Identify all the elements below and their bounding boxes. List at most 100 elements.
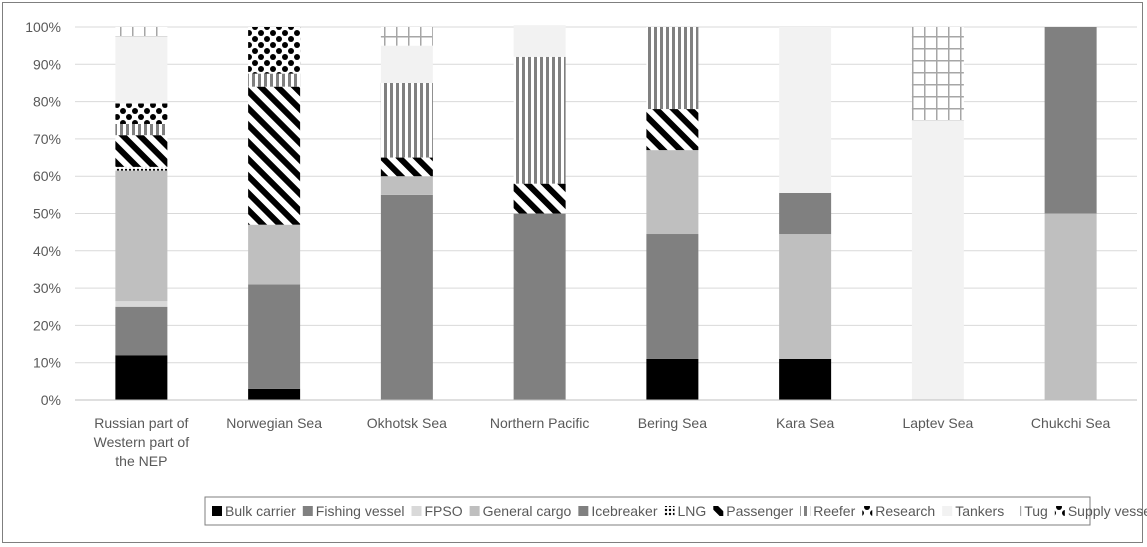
legend-label: LNG <box>678 503 707 519</box>
legend-item-tankers: Tankers <box>942 503 1004 519</box>
bar-segment-icebreaker <box>779 192 832 235</box>
bar-segment-fishing-vessel <box>646 234 699 359</box>
y-tick-label: 10% <box>33 355 61 371</box>
legend-swatch <box>800 506 811 516</box>
legend-swatch <box>713 506 724 516</box>
y-tick-label: 0% <box>41 392 61 408</box>
legend-item-research: Research <box>862 503 935 519</box>
legend-label: Icebreaker <box>591 503 657 519</box>
y-tick-label: 60% <box>33 168 61 184</box>
bar-segment-general-cargo <box>779 234 832 359</box>
bar-segment-passenger <box>380 157 433 177</box>
legend-label: Tankers <box>955 503 1004 519</box>
bar-segment-tug <box>380 27 433 46</box>
bar-segment-bulk-carrier <box>115 355 168 400</box>
y-tick-label: 50% <box>33 206 61 222</box>
y-tick-label: 20% <box>33 317 61 333</box>
bar-segment-tug <box>911 27 964 121</box>
y-tick-label: 80% <box>33 94 61 110</box>
bar-segment-icebreaker <box>1044 27 1097 214</box>
legend-item-tug: Tug <box>1011 503 1048 519</box>
bar-segment-passenger <box>115 135 168 167</box>
bar-segment-general-cargo <box>248 224 301 285</box>
x-tick-label: Laptev Sea <box>902 415 973 431</box>
x-tick-label: Russian part of Western part of the NEP <box>94 415 190 469</box>
legend-item-fpso: FPSO <box>411 503 463 519</box>
bar-segment-passenger <box>646 109 699 151</box>
y-tick-label: 40% <box>33 243 61 259</box>
x-tick-label: Norwegian Sea <box>226 415 322 431</box>
y-tick-label: 100% <box>25 19 61 35</box>
legend-label: Passenger <box>726 503 793 519</box>
gridlines <box>75 26 1137 401</box>
bar-segment-fishing-vessel <box>513 213 566 400</box>
y-tick-label: 70% <box>33 131 61 147</box>
x-tick-label: Bering Sea <box>638 415 707 431</box>
legend-swatch <box>1011 506 1022 516</box>
bar-segment-research <box>115 103 168 124</box>
legend: Bulk carrier Fishing vessel FPSO General ca… <box>204 496 1147 526</box>
bar-segment-reefer <box>646 27 699 110</box>
bar-segment-tankers <box>380 45 433 83</box>
legend-label: Bulk carrier <box>225 503 296 519</box>
legend-item-supply-vessel: Supply vessel <box>1054 503 1147 519</box>
x-tick-label: Chukchi Sea <box>1031 415 1111 431</box>
bar-segment-tug <box>115 27 168 37</box>
legend-swatch <box>212 506 222 516</box>
legend-item-general-cargo: General cargo <box>469 503 572 519</box>
bar-segment-tankers <box>513 25 566 57</box>
bar-segment-reefer <box>380 82 433 158</box>
legend-item-icebreaker: Icebreaker <box>578 503 658 519</box>
x-tick-label: Okhotsk Sea <box>367 415 447 431</box>
bar-segment-tankers <box>911 120 964 400</box>
legend-swatch <box>664 506 675 516</box>
y-tick-label: 30% <box>33 280 61 296</box>
bar-segment-bulk-carrier <box>779 358 832 400</box>
bar-segment-reefer <box>513 56 566 184</box>
legend-label: FPSO <box>425 503 463 519</box>
bar-segment-general-cargo <box>646 150 699 235</box>
x-axis: Russian part of Western part of the NEP Nor… <box>75 399 1137 469</box>
legend-swatch <box>411 506 422 516</box>
legend-label: General cargo <box>483 503 572 519</box>
x-tick-label: Northern Pacific <box>490 415 590 431</box>
legend-swatch <box>1054 506 1065 516</box>
bar-segment-fishing-vessel <box>380 194 433 400</box>
legend-item-fishing-vessel: Fishing vessel <box>302 503 405 519</box>
legend-item-bulk-carrier: Bulk carrier <box>212 503 296 519</box>
legend-item-reefer: Reefer <box>800 503 856 519</box>
bar-segment-fpso <box>115 301 168 307</box>
bar-segment-general-cargo <box>380 176 433 195</box>
legend-label: Supply vessel <box>1068 503 1147 519</box>
legend-swatch <box>302 506 313 516</box>
bar-segment-reefer <box>248 73 301 87</box>
legend-swatch <box>578 506 589 516</box>
bar-segment-tankers <box>115 36 168 104</box>
bar-segment-fishing-vessel <box>248 284 301 389</box>
legend-swatch <box>862 506 873 516</box>
legend-label: Tug <box>1024 503 1048 519</box>
bar-segment-lng <box>115 166 168 171</box>
bar-segment-general-cargo <box>1044 213 1097 400</box>
bar-segment-passenger <box>248 86 301 225</box>
bars <box>115 25 1097 400</box>
bar-segment-supply-vessel <box>248 27 301 74</box>
y-axis: 0% 10% 20% 30% 40% 50% 60% 70% 80% 90% 100% <box>25 19 61 408</box>
bar-segment-bulk-carrier <box>646 358 699 400</box>
legend-label: Reefer <box>813 503 855 519</box>
legend-item-lng: LNG <box>664 503 707 519</box>
legend-swatch <box>942 506 953 516</box>
bar-segment-bulk-carrier <box>248 388 301 400</box>
bar-segment-fishing-vessel <box>115 306 168 356</box>
legend-label: Fishing vessel <box>316 503 405 519</box>
x-tick-label: Kara Sea <box>776 415 835 431</box>
bar-segment-reefer <box>115 123 168 136</box>
y-tick-label: 90% <box>33 56 61 72</box>
bar-segment-general-cargo <box>115 170 168 302</box>
legend-item-passenger: Passenger <box>713 503 794 519</box>
bar-segment-tankers <box>779 27 832 193</box>
legend-label: Research <box>875 503 935 519</box>
legend-swatch <box>469 506 480 516</box>
bar-segment-passenger <box>513 183 566 214</box>
